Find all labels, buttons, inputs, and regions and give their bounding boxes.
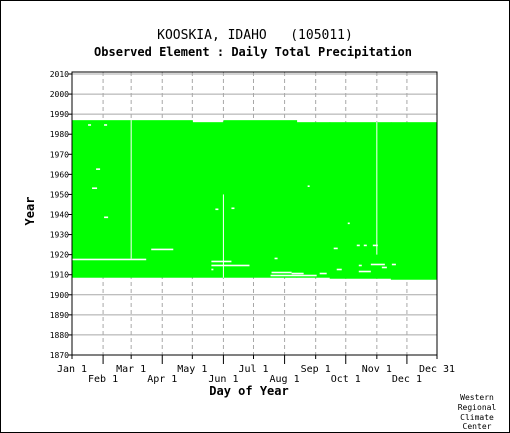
- record-block: [390, 122, 438, 280]
- y-tick-label: 1870: [50, 351, 69, 360]
- record-block: [296, 122, 331, 278]
- y-tick-label: 1880: [50, 331, 69, 340]
- y-tick-label: 2010: [50, 70, 69, 79]
- y-tick-label: 1920: [50, 251, 69, 260]
- missing-segment: [211, 264, 250, 267]
- x-tick-label: Jan 1: [57, 364, 87, 375]
- credit-line: Western: [460, 393, 494, 402]
- missing-segment: [391, 263, 396, 266]
- x-tick-label: Mar 1: [116, 364, 146, 375]
- y-tick-label: 1960: [50, 170, 69, 179]
- credit-line: Regional: [458, 403, 497, 412]
- missing-segment: [231, 207, 235, 210]
- missing-segment: [274, 257, 278, 260]
- chart-subtitle: Observed Element : Daily Total Precipita…: [94, 45, 412, 59]
- record-block: [223, 120, 298, 278]
- missing-segment: [333, 247, 338, 250]
- x-tick-label: Jul 1: [238, 364, 268, 375]
- missing-segment: [358, 264, 362, 267]
- missing-segment: [363, 244, 367, 247]
- missing-segment: [270, 274, 317, 277]
- x-axis: Jan 1 Mar 1 May 1 Jul 1 Sep 1 Nov 1 Dec 31 Feb …: [57, 355, 455, 385]
- data-layer: [72, 120, 438, 280]
- wrcc-credit: Western Regional Climate Center: [458, 393, 497, 431]
- missing-segment: [92, 187, 98, 190]
- y-tick-label: 1930: [50, 231, 69, 240]
- credit-line: Climate: [460, 413, 494, 422]
- y-axis: 1870 1880 1890 1900 1910 1920 1930 1940 1950 1960…: [50, 70, 72, 360]
- missing-segment: [215, 208, 219, 211]
- x-tick-label: Aug 1: [270, 374, 300, 385]
- missing-segment: [336, 268, 342, 271]
- missing-segment: [151, 248, 174, 251]
- x-tick-label: Oct 1: [331, 374, 361, 385]
- y-tick-label: 1910: [50, 271, 69, 280]
- missing-segment: [88, 124, 92, 126]
- missing-segment: [211, 260, 232, 263]
- y-tick-label: 1990: [50, 110, 69, 119]
- y-tick-label: 1980: [50, 130, 69, 139]
- missing-segment: [347, 222, 350, 225]
- missing-segment: [104, 124, 108, 126]
- y-tick-label: 1900: [50, 291, 69, 300]
- x-tick-label: Feb 1: [88, 374, 118, 385]
- x-tick-label: Nov 1: [362, 364, 392, 375]
- missing-segment: [358, 270, 371, 273]
- x-tick-label: Dec 31: [419, 364, 455, 375]
- y-tick-label: 1950: [50, 190, 69, 199]
- missing-segment: [291, 272, 304, 275]
- plot-area: [71, 71, 438, 356]
- plot-border: [71, 71, 438, 356]
- record-block: [192, 122, 224, 278]
- x-tick-label: May 1: [177, 364, 207, 375]
- x-tick-label: Apr 1: [147, 374, 177, 385]
- credit-line: Center: [463, 422, 492, 431]
- y-tick-label: 1940: [50, 211, 69, 220]
- missing-segment: [356, 244, 360, 247]
- missing-segment: [271, 271, 292, 274]
- missing-segment: [72, 258, 147, 261]
- missing-segment: [372, 244, 378, 247]
- x-axis-label: Day of Year: [209, 384, 288, 398]
- y-tick-label: 1970: [50, 150, 69, 159]
- missing-segment: [211, 268, 214, 271]
- record-block: [329, 122, 392, 279]
- y-tick-label: 1890: [50, 311, 69, 320]
- x-tick-label: Dec 1: [392, 374, 422, 385]
- missing-segment: [370, 263, 385, 266]
- chart-title: KOOSKIA, IDAHO (105011): [157, 28, 353, 43]
- record-block: [72, 120, 193, 278]
- missing-segment: [381, 266, 387, 269]
- y-tick-label: 2000: [50, 90, 69, 99]
- missing-segment: [104, 216, 109, 219]
- missing-segment: [319, 272, 327, 275]
- x-tick-label: Sep 1: [301, 364, 331, 375]
- x-tick-label: Jun 1: [208, 374, 238, 385]
- missing-segment: [307, 185, 310, 188]
- missing-segment: [96, 168, 101, 170]
- y-axis-label: Year: [23, 197, 37, 226]
